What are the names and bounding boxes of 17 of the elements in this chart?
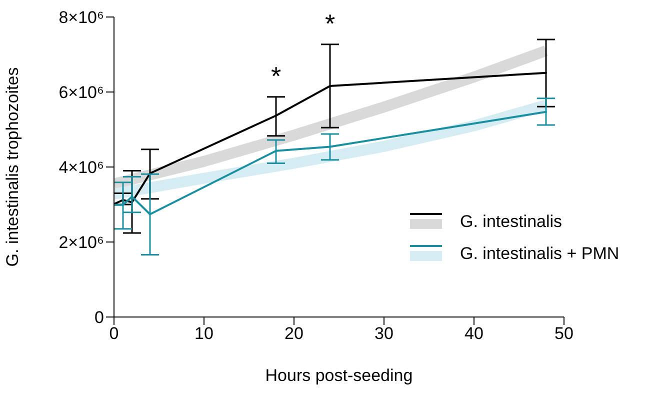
y-tick-label: 6×10⁶ [58, 83, 104, 102]
y-tick-label: 8×10⁶ [58, 8, 104, 28]
x-tick-label: 30 [374, 324, 394, 344]
annotation: * [270, 60, 282, 91]
x-tick-label: 20 [284, 324, 304, 344]
legend-label: G. intestinalis + PMN [460, 244, 620, 264]
legend-label: G. intestinalis [460, 212, 562, 232]
y-tick-label: 4×10⁶ [58, 158, 104, 178]
y-tick-label: 0 [94, 308, 104, 328]
x-axis-title: Hours post-seeding [265, 366, 413, 385]
y-tick-label: 2×10⁶ [58, 233, 104, 252]
x-tick-label: 40 [464, 324, 484, 344]
x-tick-label: 10 [194, 324, 214, 344]
annotation: * [324, 8, 336, 38]
x-tick-label: 50 [554, 324, 574, 344]
y-axis-title: G. intestinalis trophozoites [3, 67, 22, 267]
x-tick-label: 0 [109, 324, 119, 344]
